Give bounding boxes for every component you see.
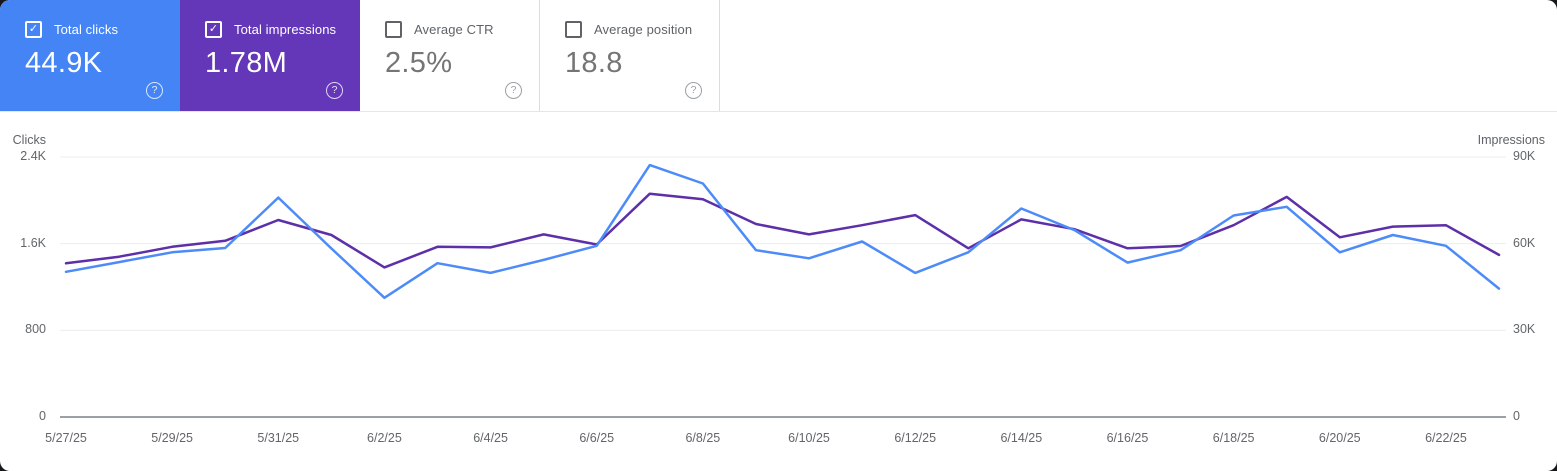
- metric-card-label: Total clicks: [54, 22, 119, 37]
- axis-tick-label: 90K: [1513, 149, 1536, 163]
- check-icon: ✓: [208, 23, 219, 35]
- x-axis-date-label: 6/12/25: [894, 431, 937, 445]
- x-axis-date-label: 6/22/25: [1425, 431, 1467, 445]
- help-icon[interactable]: ?: [326, 82, 343, 99]
- metric-card-header: ✓ Average position: [565, 21, 719, 38]
- x-axis-date-label: 6/6/25: [579, 431, 615, 445]
- impressions-line[interactable]: [64, 192, 1501, 269]
- x-axis-date-label: 5/29/25: [151, 431, 193, 445]
- axis-tick-label: 0: [39, 409, 46, 423]
- help-icon[interactable]: ?: [505, 82, 522, 99]
- axis-tick-label: 800: [25, 322, 46, 337]
- chart-canvas: [60, 156, 1506, 418]
- axis-tick-label: 1.6K: [20, 235, 46, 250]
- right-axis-title: Impressions: [1477, 133, 1545, 147]
- help-icon[interactable]: ?: [685, 82, 702, 99]
- total-impressions-checkbox[interactable]: ✓: [205, 21, 222, 38]
- metric-card-average-ctr[interactable]: ✓ Average CTR 2.5% ?: [360, 0, 540, 111]
- x-axis-date-label: 6/20/25: [1318, 431, 1361, 445]
- metric-card-total-clicks[interactable]: ✓ Total clicks 44.9K ?: [0, 0, 180, 111]
- clicks-line[interactable]: [64, 163, 1501, 300]
- x-axis-date-label: 6/8/25: [685, 431, 721, 445]
- help-icon[interactable]: ?: [146, 82, 163, 99]
- metric-card-header: ✓ Average CTR: [385, 21, 539, 38]
- x-axis-date-label: 6/14/25: [1000, 431, 1043, 445]
- metric-cards-row: ✓ Total clicks 44.9K ? ✓ Total impressio…: [0, 0, 1557, 112]
- axis-tick-label: 30K: [1513, 322, 1536, 337]
- metric-card-label: Average position: [594, 22, 693, 37]
- total-clicks-checkbox[interactable]: ✓: [25, 21, 42, 38]
- metric-card-average-position[interactable]: ✓ Average position 18.8 ?: [540, 0, 720, 111]
- metric-card-header: ✓ Total clicks: [25, 21, 180, 38]
- x-axis-date-label: 6/4/25: [473, 431, 508, 445]
- metric-card-label: Total impressions: [234, 22, 337, 37]
- x-axis-date-label: 6/10/25: [788, 431, 830, 445]
- x-axis-date-label: 6/16/25: [1106, 431, 1149, 445]
- axis-tick-label: 0: [1513, 409, 1520, 423]
- x-axis-date-label: 5/27/25: [45, 431, 87, 445]
- metric-card-header: ✓ Total impressions: [205, 21, 360, 38]
- x-axis-date-label: 6/18/25: [1212, 431, 1255, 445]
- left-axis-title: Clicks: [12, 133, 46, 147]
- metric-card-label: Average CTR: [414, 22, 494, 37]
- x-axis-date-label: 6/2/25: [367, 431, 402, 445]
- axis-tick-label: 60K: [1513, 235, 1536, 250]
- x-axis-date-label: 5/31/25: [257, 431, 300, 445]
- performance-chart[interactable]: Clicks Impressions 2.4K 90K 1.6K 60K 800 30K 0…: [0, 125, 1557, 471]
- average-ctr-checkbox[interactable]: ✓: [385, 21, 402, 38]
- metric-card-total-impressions[interactable]: ✓ Total impressions 1.78M ?: [180, 0, 360, 111]
- metric-card-value: 2.5%: [385, 47, 453, 79]
- metric-card-value: 44.9K: [25, 47, 103, 79]
- metric-card-value: 18.8: [565, 47, 623, 79]
- axis-tick-label: 2.4K: [20, 149, 46, 163]
- average-position-checkbox[interactable]: ✓: [565, 21, 582, 38]
- metric-card-value: 1.78M: [205, 47, 288, 79]
- check-icon: ✓: [28, 23, 39, 35]
